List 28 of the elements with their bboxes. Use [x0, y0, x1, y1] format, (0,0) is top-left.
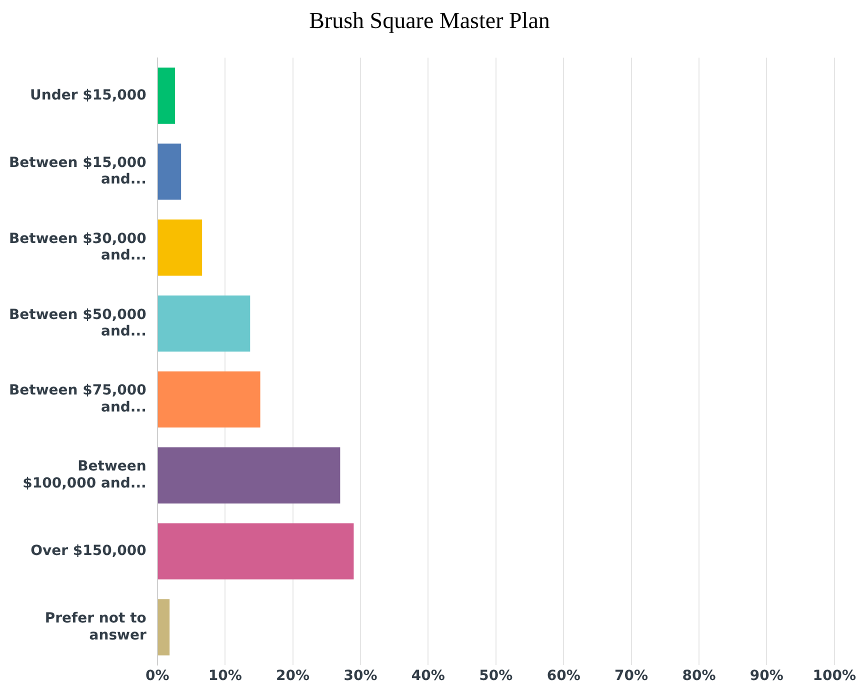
y-tick-label: Between $30,000 and...: [9, 230, 147, 264]
bar: [158, 523, 354, 580]
y-tick-label: Between $50,000 and...: [9, 306, 147, 340]
bar: [158, 68, 175, 124]
y-tick-label: Under $15,000: [30, 87, 147, 104]
bar: [158, 220, 202, 276]
x-tick-label: 80%: [682, 668, 716, 684]
x-tick-label: 10%: [208, 668, 242, 684]
y-tick-label: Over $150,000: [30, 542, 147, 559]
x-tick-label: 100%: [812, 668, 856, 684]
x-tick-label: 90%: [750, 668, 784, 684]
bar: [158, 295, 250, 352]
x-tick-label: 60%: [546, 668, 580, 684]
bar: [158, 599, 170, 656]
x-tick-label: 30%: [344, 668, 378, 684]
y-tick-label: Between $100,000 and...: [22, 458, 146, 492]
x-tick-label: 0%: [146, 668, 170, 684]
y-tick-label: Between $75,000 and...: [9, 382, 147, 416]
bar: [158, 144, 182, 200]
x-tick-label: 50%: [479, 668, 513, 684]
bar: [158, 371, 260, 428]
bar: [158, 447, 340, 504]
x-tick-label: 40%: [411, 668, 445, 684]
x-tick-label: 20%: [276, 668, 310, 684]
y-tick-label: Between $15,000 and...: [9, 154, 147, 188]
x-tick-label: 70%: [614, 668, 648, 684]
chart-title: Brush Square Master Plan: [308, 8, 551, 35]
y-tick-label: Prefer not to answer: [44, 610, 147, 644]
